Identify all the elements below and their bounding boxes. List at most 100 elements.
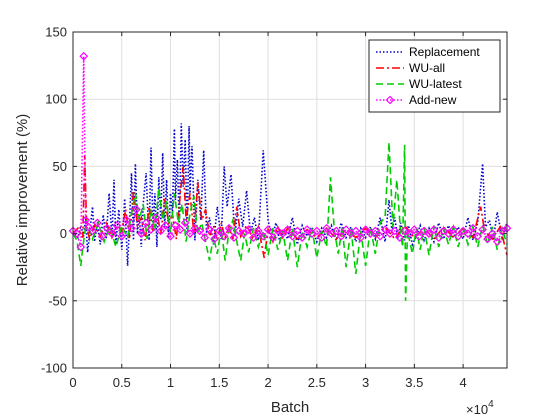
series-point <box>234 226 244 236</box>
series-wu-latest <box>72 142 508 301</box>
x-tick-label: 0 <box>69 375 76 390</box>
series-point <box>200 233 210 242</box>
series-layer <box>68 51 512 301</box>
ticks <box>72 31 507 369</box>
series-point <box>419 226 429 236</box>
series-point <box>93 218 102 228</box>
series-point <box>478 225 487 234</box>
series-point <box>356 233 366 242</box>
series-point <box>224 223 234 233</box>
series-point <box>297 233 307 242</box>
x-exponent-power: 4 <box>488 399 494 410</box>
series-point <box>84 222 93 232</box>
legend-item: WU-all <box>376 61 445 75</box>
series-point <box>361 225 370 234</box>
series-point <box>156 226 166 236</box>
series-point <box>146 225 156 234</box>
series-point <box>302 225 312 234</box>
series-point <box>341 225 351 234</box>
y-tick-label: 150 <box>45 25 67 40</box>
series-replacement <box>72 123 508 266</box>
series-point <box>429 225 439 234</box>
series-point <box>79 51 89 61</box>
series-point <box>492 237 502 247</box>
series-point <box>97 231 107 241</box>
series-point <box>151 213 161 222</box>
series-line <box>72 123 508 266</box>
series-point <box>283 225 292 234</box>
series-point <box>107 229 117 238</box>
series-point <box>375 231 385 241</box>
series-point <box>400 226 409 236</box>
series-point <box>219 231 229 241</box>
x-exponent-base: ×10 <box>466 402 488 417</box>
x-tick-label: 1 <box>167 375 174 390</box>
legend-label: Add-new <box>409 93 457 107</box>
series-point <box>112 221 122 230</box>
series-point <box>171 221 180 230</box>
y-tick-label: -100 <box>41 361 67 376</box>
legend-label: WU-all <box>409 61 445 75</box>
series-point <box>72 229 82 238</box>
legend-item: Add-new <box>376 93 457 107</box>
x-exponent-label: ×104 <box>466 399 494 417</box>
series-point <box>81 215 91 225</box>
series-point <box>190 223 200 233</box>
series-point <box>468 223 478 233</box>
series-point <box>76 242 86 252</box>
series-point <box>370 226 380 236</box>
grid <box>72 31 507 369</box>
series-line <box>72 56 508 248</box>
series-point <box>390 226 400 236</box>
x-tick-label: 3.5 <box>405 375 423 390</box>
series-point <box>439 226 448 236</box>
series-point <box>458 226 468 236</box>
series-point <box>414 231 424 241</box>
x-tick-label: 0.5 <box>113 375 131 390</box>
y-axis-label: Relative improvement (%) <box>14 114 31 287</box>
x-tick-label: 2 <box>264 375 271 390</box>
series-point <box>405 229 414 238</box>
x-tick-label: 3 <box>362 375 369 390</box>
series-line <box>72 142 508 301</box>
series-point <box>434 233 444 242</box>
series-point <box>127 223 136 233</box>
series-point <box>336 231 346 241</box>
series-point <box>166 231 175 241</box>
series-point <box>380 225 390 234</box>
series-point <box>317 233 327 242</box>
series-point <box>424 229 434 238</box>
series-point <box>102 223 112 233</box>
series-point <box>488 229 497 238</box>
tick-labels: 0 0.5 1 1.5 2 2.5 3 3.5 4 -100 -50 0 50 100 150 <box>41 25 467 391</box>
series-point <box>453 231 463 241</box>
series-point <box>449 225 458 234</box>
series-point <box>175 225 185 234</box>
series-point <box>185 229 195 238</box>
series-point <box>263 225 273 234</box>
legend-label: WU-latest <box>409 77 462 91</box>
x-tick-label: 2.5 <box>308 375 326 390</box>
series-point <box>229 233 239 242</box>
series-point <box>292 226 302 236</box>
series-point <box>473 231 483 241</box>
series-point <box>132 205 141 214</box>
x-tick-label: 1.5 <box>210 375 228 390</box>
legend: Replacement WU-all WU-latest Add-new <box>368 39 501 113</box>
series-point <box>122 215 131 225</box>
series-point <box>249 233 258 242</box>
series-point <box>244 225 253 234</box>
series-point <box>136 229 146 238</box>
series-point <box>395 233 405 242</box>
series-point <box>239 229 249 238</box>
series-point <box>351 226 361 236</box>
series-point <box>409 225 419 234</box>
legend-item: WU-latest <box>376 77 462 91</box>
legend-item: Replacement <box>376 45 480 59</box>
series-point <box>214 226 224 236</box>
series-line <box>72 155 508 258</box>
series-point <box>161 221 171 230</box>
series-point <box>180 218 190 228</box>
x-tick-label: 4 <box>459 375 466 390</box>
